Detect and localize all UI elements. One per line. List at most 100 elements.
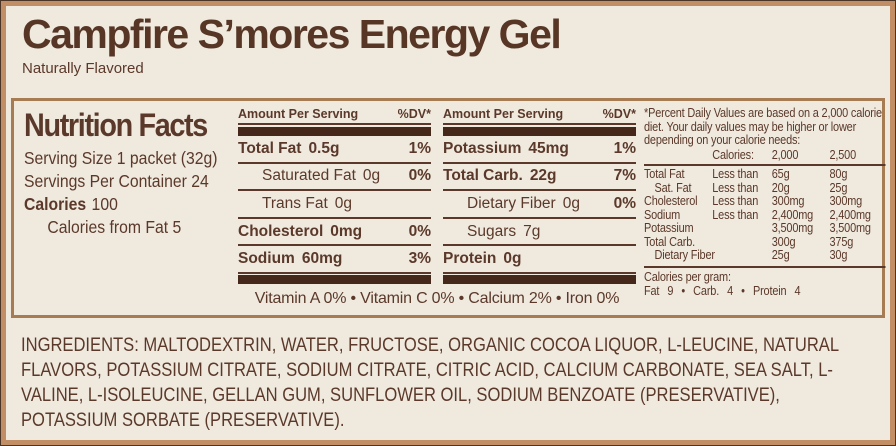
footnote-qualifier: Less than [712, 194, 759, 208]
nutrient-column-2: Amount Per Serving %DV* Potassium 45mg 1%… [443, 107, 636, 284]
nutrient-tables: Amount Per Serving %DV* Total Fat 0.5g 1%… [238, 107, 636, 310]
column1-header: Amount Per Serving %DV* [238, 107, 431, 125]
nutrient-row-dietary-fiber: Dietary Fiber 0g 0% [443, 191, 636, 219]
nutrient-row-cholesterol: Cholesterol 0mg 0% [238, 219, 431, 247]
nutrient-value: 0g [334, 194, 352, 212]
ingredients-text: INGREDIENTS: MALTODEXTRIN, WATER, FRUCTO… [21, 335, 839, 431]
nutrient-value: 0g [503, 250, 522, 268]
nutrient-dv: 3% [408, 250, 431, 268]
calories-per-gram-block: Calories per gram: Fat 9 • Carb. 4 • Pro… [644, 265, 886, 299]
nutrient-row-total-carb: Total Carb. 22g 7% [443, 164, 636, 192]
calories-per-gram-line: Fat 9 • Carb. 4 • Protein 4 [644, 284, 801, 298]
footnote-v2000: 3,500mg [771, 221, 814, 235]
footnote-qualifier: Less than [712, 167, 759, 181]
nutrient-value: 7g [523, 222, 541, 240]
footnote-v2500: 25g [829, 180, 848, 195]
divider-bar [443, 127, 636, 136]
footnote-v2000: 300g [771, 234, 796, 249]
serving-size-line: Serving Size 1 packet (32g) [24, 148, 218, 168]
footnote-label: Total Fat [644, 167, 685, 181]
footnote-label: Total Carb. [644, 234, 695, 249]
dv-header: %DV* [397, 107, 431, 121]
footnote-v2500: 30g [829, 248, 848, 262]
nutrient-column-1: Amount Per Serving %DV* Total Fat 0.5g 1%… [238, 107, 431, 284]
nutrient-dv: 0% [408, 222, 431, 240]
calories-column-label: Calories: [712, 147, 754, 162]
calories-label: Calories [24, 194, 87, 214]
footnote-label: Cholesterol [644, 194, 698, 208]
footnote-v2000: 20g [771, 180, 790, 195]
footnote-v2500: 375g [829, 234, 854, 249]
nutrition-summary-column: Nutrition Facts Serving Size 1 packet (3… [24, 107, 236, 310]
footnote-v2500: 2,400mg [829, 207, 872, 222]
nutrient-row-protein: Protein 0g [443, 246, 636, 274]
servings-per-container-line: Servings Per Container 24 [24, 171, 209, 191]
divider-bar [238, 274, 431, 284]
footnote-row-dietary-fiber: Dietary Fiber 25g 30g [644, 248, 886, 263]
amount-per-serving-header: Amount Per Serving [238, 107, 359, 121]
footnote-label: Dietary Fiber [654, 248, 716, 262]
nutrition-facts-title: Nutrition Facts [24, 107, 208, 143]
footnote-row-cholesterol: Cholesterol Less than 300mg 300mg [644, 194, 886, 209]
footnote-row-sat-fat: Sat. Fat Less than 20g 25g [644, 180, 886, 196]
nutrient-label: Total Fat [238, 139, 302, 157]
footnote-v2000: 25g [771, 248, 790, 262]
vitamins-line: Vitamin A 0% • Vitamin C 0% • Calcium 2%… [254, 290, 620, 307]
nutrient-row-trans-fat: Trans Fat 0g [238, 191, 431, 219]
calories-value: 100 [91, 194, 118, 214]
footnote-text: *Percent Daily Values are based on a 2,0… [644, 106, 882, 147]
footnote-label: Sat. Fat [654, 180, 692, 195]
nutrient-label: Cholesterol [238, 222, 324, 240]
nutrient-row-sugars: Sugars 7g [443, 219, 636, 247]
ingredients-section: INGREDIENTS: MALTODEXTRIN, WATER, FRUCTO… [21, 333, 879, 433]
amount-per-serving-header: Amount Per Serving [443, 107, 564, 121]
footnote-table-header: Calories: 2,000 2,500 [644, 147, 886, 166]
calories-per-gram-label: Calories per gram: [644, 269, 731, 284]
dv-header: %DV* [602, 107, 636, 121]
daily-values-footnote-column: *Percent Daily Values are based on a 2,0… [644, 106, 896, 310]
footnote-v2000: 2,400mg [771, 207, 814, 222]
nutrient-value: 0g [562, 194, 580, 212]
nutrient-label: Saturated Fat [262, 167, 356, 185]
nutrient-dv: 0% [613, 194, 636, 212]
footnote-row-total-carb: Total Carb. 300g 375g [644, 234, 886, 250]
nutrient-value: 0mg [330, 222, 363, 240]
nutrient-dv: 1% [613, 139, 636, 157]
nutrient-label: Trans Fat [262, 194, 328, 212]
nutrient-label: Sugars [467, 222, 517, 240]
product-title: Campfire S’mores Energy Gel [22, 11, 562, 57]
nutrient-dv: 1% [408, 139, 431, 157]
footnote-qualifier [712, 249, 772, 263]
nutrient-value: 22g [529, 167, 557, 185]
footnote-v2000: 65g [771, 167, 790, 181]
nutrient-dv: 7% [613, 167, 636, 185]
footnote-row-potassium: Potassium 3,500mg 3,500mg [644, 221, 886, 236]
nutrient-value: 60mg [301, 250, 343, 268]
nutrient-row-sodium: Sodium 60mg 3% [238, 246, 431, 274]
nutrition-facts-panel: Nutrition Facts Serving Size 1 packet (3… [11, 98, 886, 318]
nutrient-value: 0g [362, 167, 381, 185]
footnote-qualifier [712, 236, 772, 250]
flavor-note: Naturally Flavored [22, 60, 144, 77]
footnote-label: Sodium [644, 207, 681, 222]
nutrient-label: Potassium [443, 139, 522, 157]
calories-from-fat-line: Calories from Fat 5 [47, 217, 182, 237]
calories-2000-header: 2,000 [771, 147, 799, 162]
nutrient-label: Total Carb. [443, 167, 523, 185]
footnote-row-sodium: Sodium Less than 2,400mg 2,400mg [644, 207, 886, 223]
footnote-row-total-fat: Total Fat Less than 65g 80g [644, 167, 886, 182]
nutrient-row-total-fat: Total Fat 0.5g 1% [238, 136, 431, 164]
footnote-label: Potassium [644, 221, 694, 235]
nutrient-dv: 0% [408, 167, 431, 185]
divider-bar [443, 274, 636, 284]
footnote-qualifier: Less than [712, 207, 759, 222]
footnote-v2500: 3,500mg [829, 221, 872, 235]
label-header: Campfire S’mores Energy Gel Naturally Fl… [22, 11, 883, 77]
footnote-v2000: 300mg [771, 194, 805, 208]
divider-bar [238, 127, 431, 136]
nutrient-label: Protein [443, 250, 497, 268]
calories-line: Calories 100 [24, 193, 236, 216]
nutrient-row-potassium: Potassium 45mg 1% [443, 136, 636, 164]
